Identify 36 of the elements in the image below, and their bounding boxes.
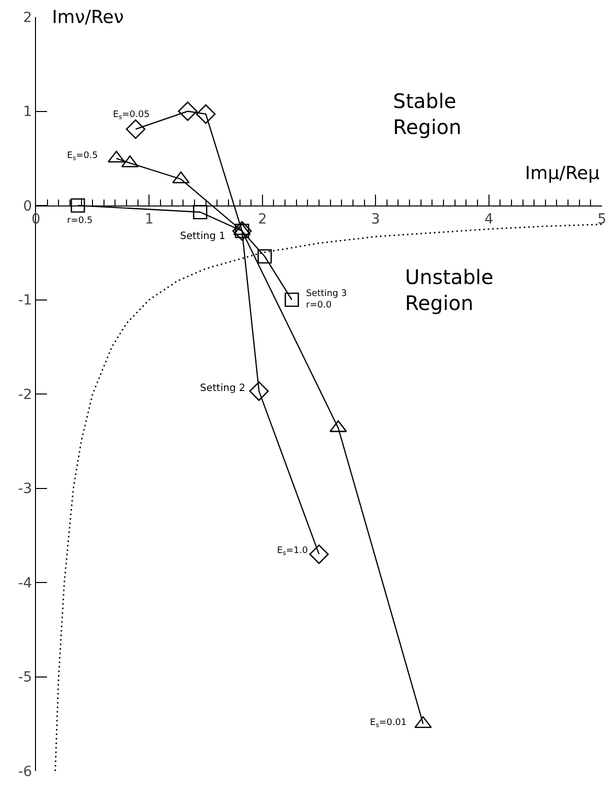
y-tick-label: 2 [23,10,32,26]
annotation: E$_{s}$=0.01 [370,718,407,729]
annotation: r=0.5 [67,216,93,226]
point [126,119,146,139]
annotation: Unstable Region [405,265,494,315]
x-tick-label: 1 [144,211,154,228]
annotation: Setting 1 [180,231,226,242]
point [309,544,329,564]
y-tick-label: -3 [18,481,32,498]
y-tick-label: -6 [18,764,32,780]
annotation: Setting 2 [200,383,246,394]
y-tick-label: -2 [18,386,32,403]
point [284,292,299,307]
y-axis-title: Imν/Reν [52,7,124,28]
annotation: E$_{s}$=1.0 [277,546,308,557]
point [70,198,86,213]
annotation: E$_{s}$=0.05 [113,110,150,121]
y-tick-label: -4 [18,575,32,592]
point [330,420,347,432]
x-tick-label: 3 [371,211,380,228]
point [192,204,208,220]
y-tick-label: -1 [18,292,32,309]
annotation: Stable Region [393,89,462,139]
annotation: Setting 3 r=0.0 [306,289,347,311]
x-tick-label: 2 [258,211,267,228]
x-tick-label: 5 [598,211,606,228]
y-tick-label: -5 [18,670,32,686]
point [258,249,272,264]
point [178,102,198,121]
point [196,104,216,124]
y-tick-label: 0 [23,198,32,214]
x-tick-label: 4 [484,211,494,228]
point [249,381,269,401]
annotation: E$_{s}$=0.5 [67,151,98,162]
x-axis-title: Imμ/Reμ [525,163,600,184]
y-tick-label: 1 [23,104,32,120]
